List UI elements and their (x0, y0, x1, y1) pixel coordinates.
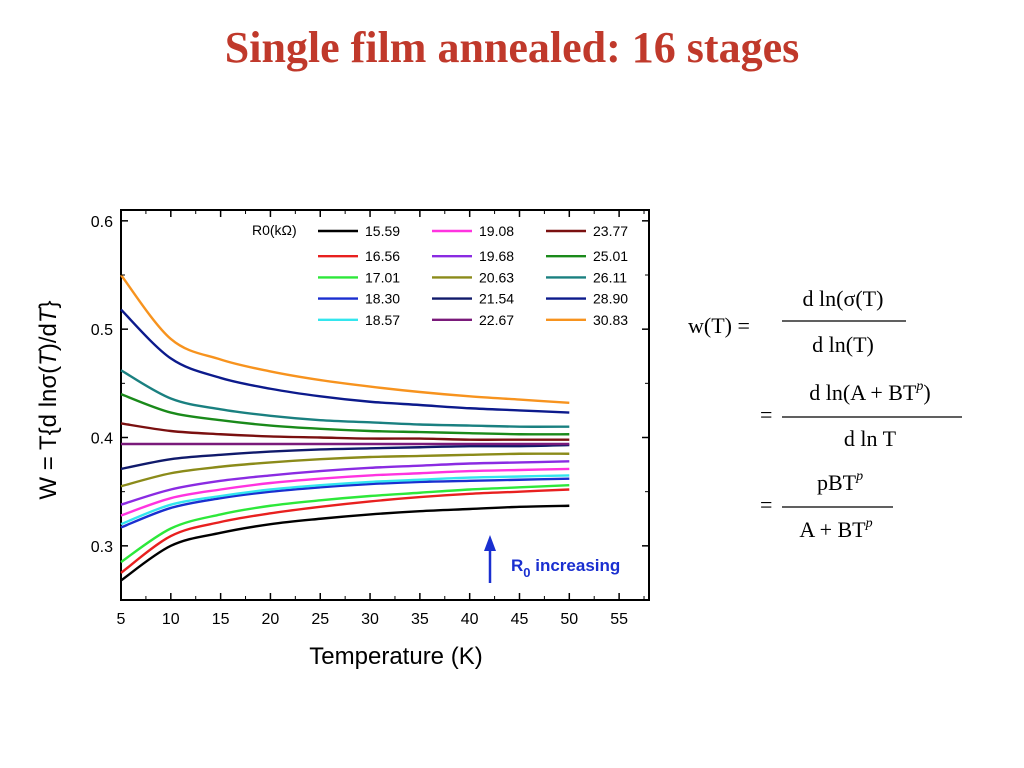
legend-label-23.77: 23.77 (593, 223, 628, 239)
legend-label-25.01: 25.01 (593, 248, 628, 264)
x-tick-label: 35 (411, 611, 429, 628)
x-tick-label: 55 (610, 611, 628, 628)
series-line-21.54 (120, 443, 570, 471)
series-line-19.68 (120, 460, 570, 506)
equation-3-numerator: pBTp (817, 469, 863, 495)
legend-label-19.68: 19.68 (479, 248, 514, 264)
legend-label-28.90: 28.90 (593, 291, 628, 307)
equation-1-denominator: d ln(T) (812, 332, 874, 357)
equation-2-equals: = (760, 402, 772, 427)
equation-2-denominator: d ln T (844, 426, 897, 451)
legend-label-16.56: 16.56 (365, 248, 400, 264)
y-tick-label: 0.6 (91, 214, 113, 231)
series-line-26.11 (120, 369, 570, 428)
y-tick-label: 0.3 (91, 539, 113, 556)
page-title: Single film annealed: 16 stages (224, 23, 800, 72)
y-axis-title-sigma: σ (35, 374, 62, 389)
legend-label-30.83: 30.83 (593, 312, 628, 328)
series-line-16.56 (120, 488, 570, 574)
equation-1-numerator: d ln(σ(T) (803, 286, 884, 311)
x-tick-label: 40 (461, 611, 479, 628)
y-axis-title-part: )/d (35, 323, 62, 351)
annotation-label: R0 increasing (511, 556, 620, 580)
eq3-den-sup: p (865, 516, 873, 531)
plot-frame (120, 209, 650, 601)
eq2-num-sup: p (915, 379, 923, 394)
legend-label-15.59: 15.59 (365, 223, 400, 239)
y-axis-title-part: ( (35, 366, 62, 374)
x-axis-title: Temperature (K) (309, 643, 482, 670)
equation-block: w(T) = d ln(σ(T) d ln(T) = d ln(A + BTp)… (688, 286, 962, 542)
series-line-17.01 (120, 483, 570, 564)
ticks-layer: 5 10 15 20 25 30 35 40 45 50 55 0.3 0.4 0.5 0.6 (91, 210, 649, 628)
series-line-30.83 (120, 274, 570, 405)
x-tick-label: 30 (361, 611, 379, 628)
plot-border (120, 209, 650, 601)
equation-3-denominator: A + BTp (799, 516, 872, 542)
x-tick-label: 25 (311, 611, 329, 628)
series-line-18.57 (120, 474, 570, 526)
annotation-label-sub: 0 (523, 565, 530, 580)
series-line-15.59 (120, 504, 570, 582)
series-line-19.08 (120, 467, 570, 517)
eq3-num-sup: p (855, 469, 863, 484)
legend: R0(kΩ) 15.59 16.56 17.01 18.30 18.57 19.08 19.6… (252, 222, 628, 328)
series-layer (120, 274, 570, 582)
equation-lhs: w(T) = (688, 313, 750, 338)
series-line-25.01 (120, 393, 570, 436)
legend-title: R0(kΩ) (252, 222, 297, 238)
annotation-label-r: R (511, 556, 523, 575)
legend-label-21.54: 21.54 (479, 291, 514, 307)
y-axis-title-part: T (35, 306, 62, 323)
y-tick-label: 0.5 (91, 322, 113, 339)
legend-label-18.30: 18.30 (365, 291, 400, 307)
y-axis-title-part: W = T{d ln (35, 389, 62, 500)
series-line-23.77 (120, 422, 570, 441)
legend-label-22.67: 22.67 (479, 312, 514, 328)
y-tick-label: 0.4 (91, 431, 113, 448)
annotation: R0 increasing (484, 535, 620, 583)
eq3-den-main: A + BT (799, 517, 866, 542)
equation-2-numerator: d ln(A + BTp) (809, 379, 930, 405)
legend-label-19.08: 19.08 (479, 223, 514, 239)
annotation-arrow-head (484, 535, 496, 551)
y-axis-title: W = T{d lnσ(T)/dT} (35, 300, 62, 499)
x-tick-label: 20 (262, 611, 280, 628)
annotation-label-rest: increasing (531, 556, 621, 575)
series-line-20.63 (120, 452, 570, 488)
x-tick-label: 50 (560, 611, 578, 628)
series-line-18.30 (120, 477, 570, 529)
x-tick-label: 10 (162, 611, 180, 628)
x-tick-label: 45 (511, 611, 529, 628)
eq3-num-main: pBT (817, 470, 857, 495)
y-axis-title-part: } (35, 300, 62, 308)
y-axis-title-part: T (35, 349, 62, 366)
eq2-num-main: d ln(A + BT (809, 380, 917, 405)
legend-label-18.57: 18.57 (365, 312, 400, 328)
legend-label-20.63: 20.63 (479, 269, 514, 285)
legend-label-26.11: 26.11 (593, 269, 627, 285)
equation-3-equals: = (760, 492, 772, 517)
series-line-28.90 (120, 308, 570, 414)
x-tick-label: 15 (212, 611, 230, 628)
eq2-num-close: ) (923, 380, 930, 405)
x-tick-label: 5 (117, 611, 126, 628)
legend-label-17.01: 17.01 (365, 269, 400, 285)
